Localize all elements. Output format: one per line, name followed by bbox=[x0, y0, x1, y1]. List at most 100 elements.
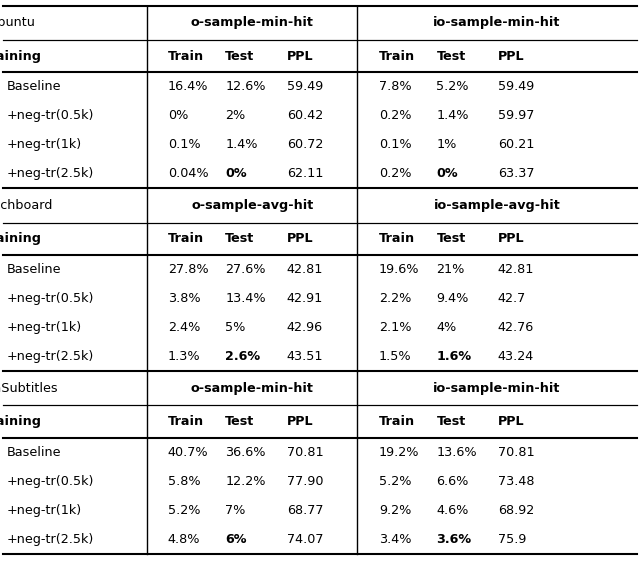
Text: 42.96: 42.96 bbox=[287, 321, 323, 334]
Text: 9.4%: 9.4% bbox=[436, 292, 469, 305]
Text: 7%: 7% bbox=[225, 504, 246, 516]
Text: Train: Train bbox=[168, 415, 204, 428]
Text: 0.2%: 0.2% bbox=[379, 110, 412, 123]
Text: 1.3%: 1.3% bbox=[168, 350, 200, 363]
Text: 27.8%: 27.8% bbox=[168, 263, 208, 276]
Text: 5.2%: 5.2% bbox=[379, 475, 412, 488]
Text: Test: Test bbox=[225, 415, 255, 428]
Text: Training: Training bbox=[0, 233, 42, 246]
Text: 0%: 0% bbox=[168, 110, 188, 123]
Text: 42.7: 42.7 bbox=[498, 292, 526, 305]
Text: Training: Training bbox=[0, 415, 42, 428]
Text: 60.21: 60.21 bbox=[498, 138, 534, 151]
Text: 4.8%: 4.8% bbox=[168, 533, 200, 546]
Text: 0.1%: 0.1% bbox=[379, 138, 412, 151]
Text: 19.6%: 19.6% bbox=[379, 263, 419, 276]
Text: 42.81: 42.81 bbox=[287, 263, 323, 276]
Text: PPL: PPL bbox=[287, 50, 314, 63]
Text: 43.24: 43.24 bbox=[498, 350, 534, 363]
Text: 68.77: 68.77 bbox=[287, 504, 323, 516]
Text: 36.6%: 36.6% bbox=[225, 446, 266, 459]
Text: Train: Train bbox=[168, 233, 204, 246]
Text: 1.4%: 1.4% bbox=[436, 110, 469, 123]
Text: 62.11: 62.11 bbox=[287, 167, 323, 180]
Text: Train: Train bbox=[379, 50, 415, 63]
Text: 4.6%: 4.6% bbox=[436, 504, 469, 516]
Text: o-sample-min-hit: o-sample-min-hit bbox=[191, 16, 314, 29]
Text: 0%: 0% bbox=[225, 167, 247, 180]
Text: PPL: PPL bbox=[287, 415, 314, 428]
Text: Test: Test bbox=[225, 50, 255, 63]
Text: +neg-tr(0.5k): +neg-tr(0.5k) bbox=[6, 475, 94, 488]
Text: 42.91: 42.91 bbox=[287, 292, 323, 305]
Text: 5.2%: 5.2% bbox=[168, 504, 200, 516]
Text: 21%: 21% bbox=[436, 263, 465, 276]
Text: 68.92: 68.92 bbox=[498, 504, 534, 516]
Text: +neg-tr(1k): +neg-tr(1k) bbox=[6, 504, 81, 516]
Text: Baseline: Baseline bbox=[6, 263, 61, 276]
Text: 13.4%: 13.4% bbox=[225, 292, 266, 305]
Text: 70.81: 70.81 bbox=[287, 446, 323, 459]
Text: Baseline: Baseline bbox=[6, 80, 61, 93]
Text: io-sample-min-hit: io-sample-min-hit bbox=[433, 382, 561, 395]
Text: o-sample-min-hit: o-sample-min-hit bbox=[191, 382, 314, 395]
Text: PPL: PPL bbox=[498, 415, 525, 428]
Text: 74.07: 74.07 bbox=[287, 533, 323, 546]
Text: 1.6%: 1.6% bbox=[436, 350, 472, 363]
Text: 2.4%: 2.4% bbox=[168, 321, 200, 334]
Text: 0.2%: 0.2% bbox=[379, 167, 412, 180]
Text: 3.4%: 3.4% bbox=[379, 533, 412, 546]
Text: 59.97: 59.97 bbox=[498, 110, 534, 123]
Text: 43.51: 43.51 bbox=[287, 350, 323, 363]
Text: +neg-tr(2.5k): +neg-tr(2.5k) bbox=[6, 167, 93, 180]
Text: Test: Test bbox=[225, 233, 255, 246]
Text: +neg-tr(2.5k): +neg-tr(2.5k) bbox=[6, 533, 93, 546]
Text: 19.2%: 19.2% bbox=[379, 446, 419, 459]
Text: Train: Train bbox=[379, 415, 415, 428]
Text: Train: Train bbox=[168, 50, 204, 63]
Text: 63.37: 63.37 bbox=[498, 167, 534, 180]
Text: +neg-tr(2.5k): +neg-tr(2.5k) bbox=[6, 350, 93, 363]
Text: 12.6%: 12.6% bbox=[225, 80, 266, 93]
Text: 75.9: 75.9 bbox=[498, 533, 526, 546]
Text: 5.8%: 5.8% bbox=[168, 475, 200, 488]
Text: 13.6%: 13.6% bbox=[436, 446, 477, 459]
Text: 59.49: 59.49 bbox=[498, 80, 534, 93]
Text: 2%: 2% bbox=[225, 110, 246, 123]
Text: +neg-tr(0.5k): +neg-tr(0.5k) bbox=[6, 110, 94, 123]
Text: io-sample-avg-hit: io-sample-avg-hit bbox=[433, 199, 561, 212]
Text: 0.1%: 0.1% bbox=[168, 138, 200, 151]
Text: io-sample-min-hit: io-sample-min-hit bbox=[433, 16, 561, 29]
Text: PPL: PPL bbox=[287, 233, 314, 246]
Text: 42.76: 42.76 bbox=[498, 321, 534, 334]
Text: 16.4%: 16.4% bbox=[168, 80, 208, 93]
Text: 1.5%: 1.5% bbox=[379, 350, 412, 363]
Text: OpenSubtitles: OpenSubtitles bbox=[0, 382, 58, 395]
Text: 9.2%: 9.2% bbox=[379, 504, 412, 516]
Text: 40.7%: 40.7% bbox=[168, 446, 208, 459]
Text: 59.49: 59.49 bbox=[287, 80, 323, 93]
Text: 70.81: 70.81 bbox=[498, 446, 534, 459]
Text: 0.04%: 0.04% bbox=[168, 167, 208, 180]
Text: 60.42: 60.42 bbox=[287, 110, 323, 123]
Text: 42.81: 42.81 bbox=[498, 263, 534, 276]
Text: +neg-tr(1k): +neg-tr(1k) bbox=[6, 321, 81, 334]
Text: PPL: PPL bbox=[498, 50, 525, 63]
Text: 12.2%: 12.2% bbox=[225, 475, 266, 488]
Text: 1%: 1% bbox=[436, 138, 457, 151]
Text: 6.6%: 6.6% bbox=[436, 475, 469, 488]
Text: Switchboard: Switchboard bbox=[0, 199, 52, 212]
Text: 6%: 6% bbox=[225, 533, 247, 546]
Text: Test: Test bbox=[436, 50, 466, 63]
Text: Test: Test bbox=[436, 415, 466, 428]
Text: 5.2%: 5.2% bbox=[436, 80, 469, 93]
Text: Training: Training bbox=[0, 50, 42, 63]
Text: 3.8%: 3.8% bbox=[168, 292, 200, 305]
Text: 4%: 4% bbox=[436, 321, 457, 334]
Text: 27.6%: 27.6% bbox=[225, 263, 266, 276]
Text: 73.48: 73.48 bbox=[498, 475, 534, 488]
Text: 2.6%: 2.6% bbox=[225, 350, 260, 363]
Text: 3.6%: 3.6% bbox=[436, 533, 472, 546]
Text: o-sample-avg-hit: o-sample-avg-hit bbox=[191, 199, 314, 212]
Text: 2.1%: 2.1% bbox=[379, 321, 412, 334]
